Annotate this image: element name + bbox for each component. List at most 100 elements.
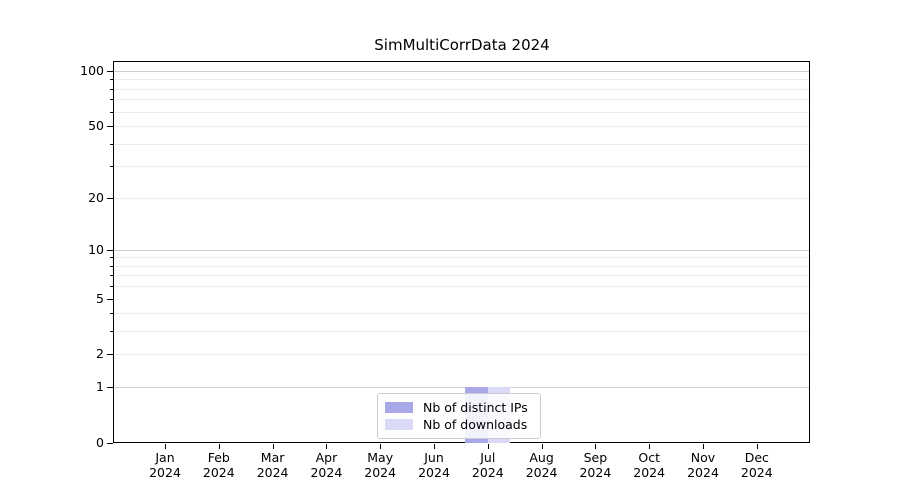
- y-tick-label: 10: [88, 241, 104, 257]
- x-tick-label: Jan 2024: [135, 450, 195, 480]
- x-tick-year: 2024: [256, 465, 289, 480]
- x-tick-month: Dec: [744, 450, 769, 465]
- y-gridline-minor: [114, 331, 809, 333]
- y-gridline-minor: [114, 354, 809, 356]
- y-tick-mark: [107, 387, 113, 389]
- y-gridline-minor: [114, 143, 809, 145]
- y-gridline-minor: [114, 286, 809, 288]
- x-tick-mark: [218, 444, 220, 449]
- y-tick-label: 0: [96, 435, 104, 450]
- y-tick-minor-mark: [110, 286, 113, 288]
- legend-label: Nb of distinct IPs: [423, 400, 528, 415]
- y-tick-minor-mark: [110, 197, 113, 199]
- y-gridline-minor: [114, 166, 809, 168]
- x-tick-mark: [326, 444, 328, 449]
- y-tick-minor-mark: [110, 354, 113, 356]
- y-tick-label: 20: [88, 189, 104, 205]
- x-tick-year: 2024: [740, 465, 773, 480]
- x-tick-mark: [703, 444, 704, 449]
- y-tick-minor-mark: [110, 313, 113, 315]
- x-tick-month: Aug: [529, 450, 554, 465]
- x-tick-month: Nov: [690, 450, 716, 465]
- x-tick-label: Jul 2024: [458, 450, 518, 480]
- x-tick-label: Dec 2024: [727, 450, 787, 480]
- x-tick-month: Sep: [583, 450, 608, 465]
- x-tick-label: Aug 2024: [512, 450, 572, 480]
- y-tick-minor-mark: [110, 111, 113, 113]
- x-tick-mark: [165, 444, 166, 449]
- y-gridline-minor: [114, 257, 809, 259]
- x-tick-year: 2024: [202, 465, 235, 480]
- y-tick-mark: [107, 443, 113, 444]
- x-tick-mark: [649, 444, 651, 449]
- x-tick-year: 2024: [633, 465, 666, 480]
- y-tick-mark: [107, 249, 113, 251]
- x-tick-mark: [595, 444, 597, 449]
- y-gridline-minor: [114, 197, 809, 199]
- y-gridline-minor: [114, 79, 809, 81]
- y-tick-label: 2: [96, 346, 104, 362]
- x-tick-label: Sep 2024: [565, 450, 625, 480]
- x-tick-mark: [541, 444, 543, 449]
- x-tick-mark: [756, 444, 758, 449]
- legend-item: Nb of distinct IPs: [378, 399, 540, 416]
- x-tick-month: Mar: [260, 450, 285, 465]
- legend-swatch: [385, 419, 413, 430]
- y-tick-minor-mark: [110, 79, 113, 81]
- legend-label: Nb of downloads: [423, 417, 528, 432]
- legend-item: Nb of downloads: [378, 416, 540, 433]
- x-tick-month: May: [367, 450, 394, 465]
- y-tick-minor-mark: [110, 143, 113, 145]
- y-tick-minor-mark: [110, 257, 113, 259]
- y-gridline-minor: [114, 126, 809, 128]
- y-tick-minor-mark: [110, 265, 113, 267]
- legend: Nb of distinct IPs Nb of downloads: [377, 393, 541, 439]
- y-gridline-major: [114, 249, 809, 251]
- y-gridline-minor: [114, 88, 809, 90]
- x-tick-label: Apr 2024: [296, 450, 356, 480]
- x-tick-year: 2024: [418, 465, 450, 480]
- x-tick-label: Mar 2024: [243, 450, 303, 480]
- x-tick-label: Feb 2024: [189, 450, 249, 480]
- y-tick-mark: [107, 71, 113, 72]
- y-tick-mark: [107, 298, 113, 300]
- y-tick-label: 5: [96, 290, 104, 306]
- y-tick-label: 1: [96, 379, 104, 395]
- y-tick-minor-mark: [110, 88, 113, 90]
- y-tick-minor-mark: [110, 331, 113, 333]
- x-tick-year: 2024: [687, 465, 719, 480]
- y-tick-label: 100: [80, 63, 104, 78]
- y-tick-minor-mark: [110, 166, 113, 168]
- y-tick-minor-mark: [110, 126, 113, 128]
- y-gridline-minor: [114, 111, 809, 113]
- y-gridline-minor: [114, 313, 809, 315]
- x-tick-year: 2024: [149, 465, 181, 480]
- x-tick-month: Feb: [207, 450, 230, 465]
- y-tick-minor-mark: [110, 275, 113, 277]
- x-tick-mark: [434, 444, 435, 449]
- x-tick-year: 2024: [471, 465, 504, 480]
- x-tick-month: Jul: [480, 450, 496, 465]
- y-tick-label: 50: [88, 118, 104, 134]
- x-tick-mark: [380, 444, 382, 449]
- x-tick-label: Nov 2024: [673, 450, 733, 480]
- x-tick-month: Apr: [315, 450, 338, 465]
- y-gridline-major: [114, 71, 809, 72]
- y-tick-minor-mark: [110, 99, 113, 101]
- x-tick-month: Jun: [424, 450, 444, 465]
- x-tick-mark: [487, 444, 489, 449]
- y-gridline-major: [114, 387, 809, 389]
- x-tick-label: Jun 2024: [404, 450, 464, 480]
- x-tick-year: 2024: [579, 465, 612, 480]
- x-tick-label: May 2024: [350, 450, 410, 480]
- y-gridline-minor: [114, 99, 809, 101]
- x-tick-month: Oct: [638, 450, 660, 465]
- legend-swatch: [385, 402, 413, 413]
- x-tick-mark: [272, 444, 274, 449]
- x-tick-year: 2024: [310, 465, 343, 480]
- x-tick-year: 2024: [525, 465, 558, 480]
- plot-area: [113, 61, 810, 443]
- x-tick-year: 2024: [364, 465, 397, 480]
- y-gridline-minor: [114, 265, 809, 267]
